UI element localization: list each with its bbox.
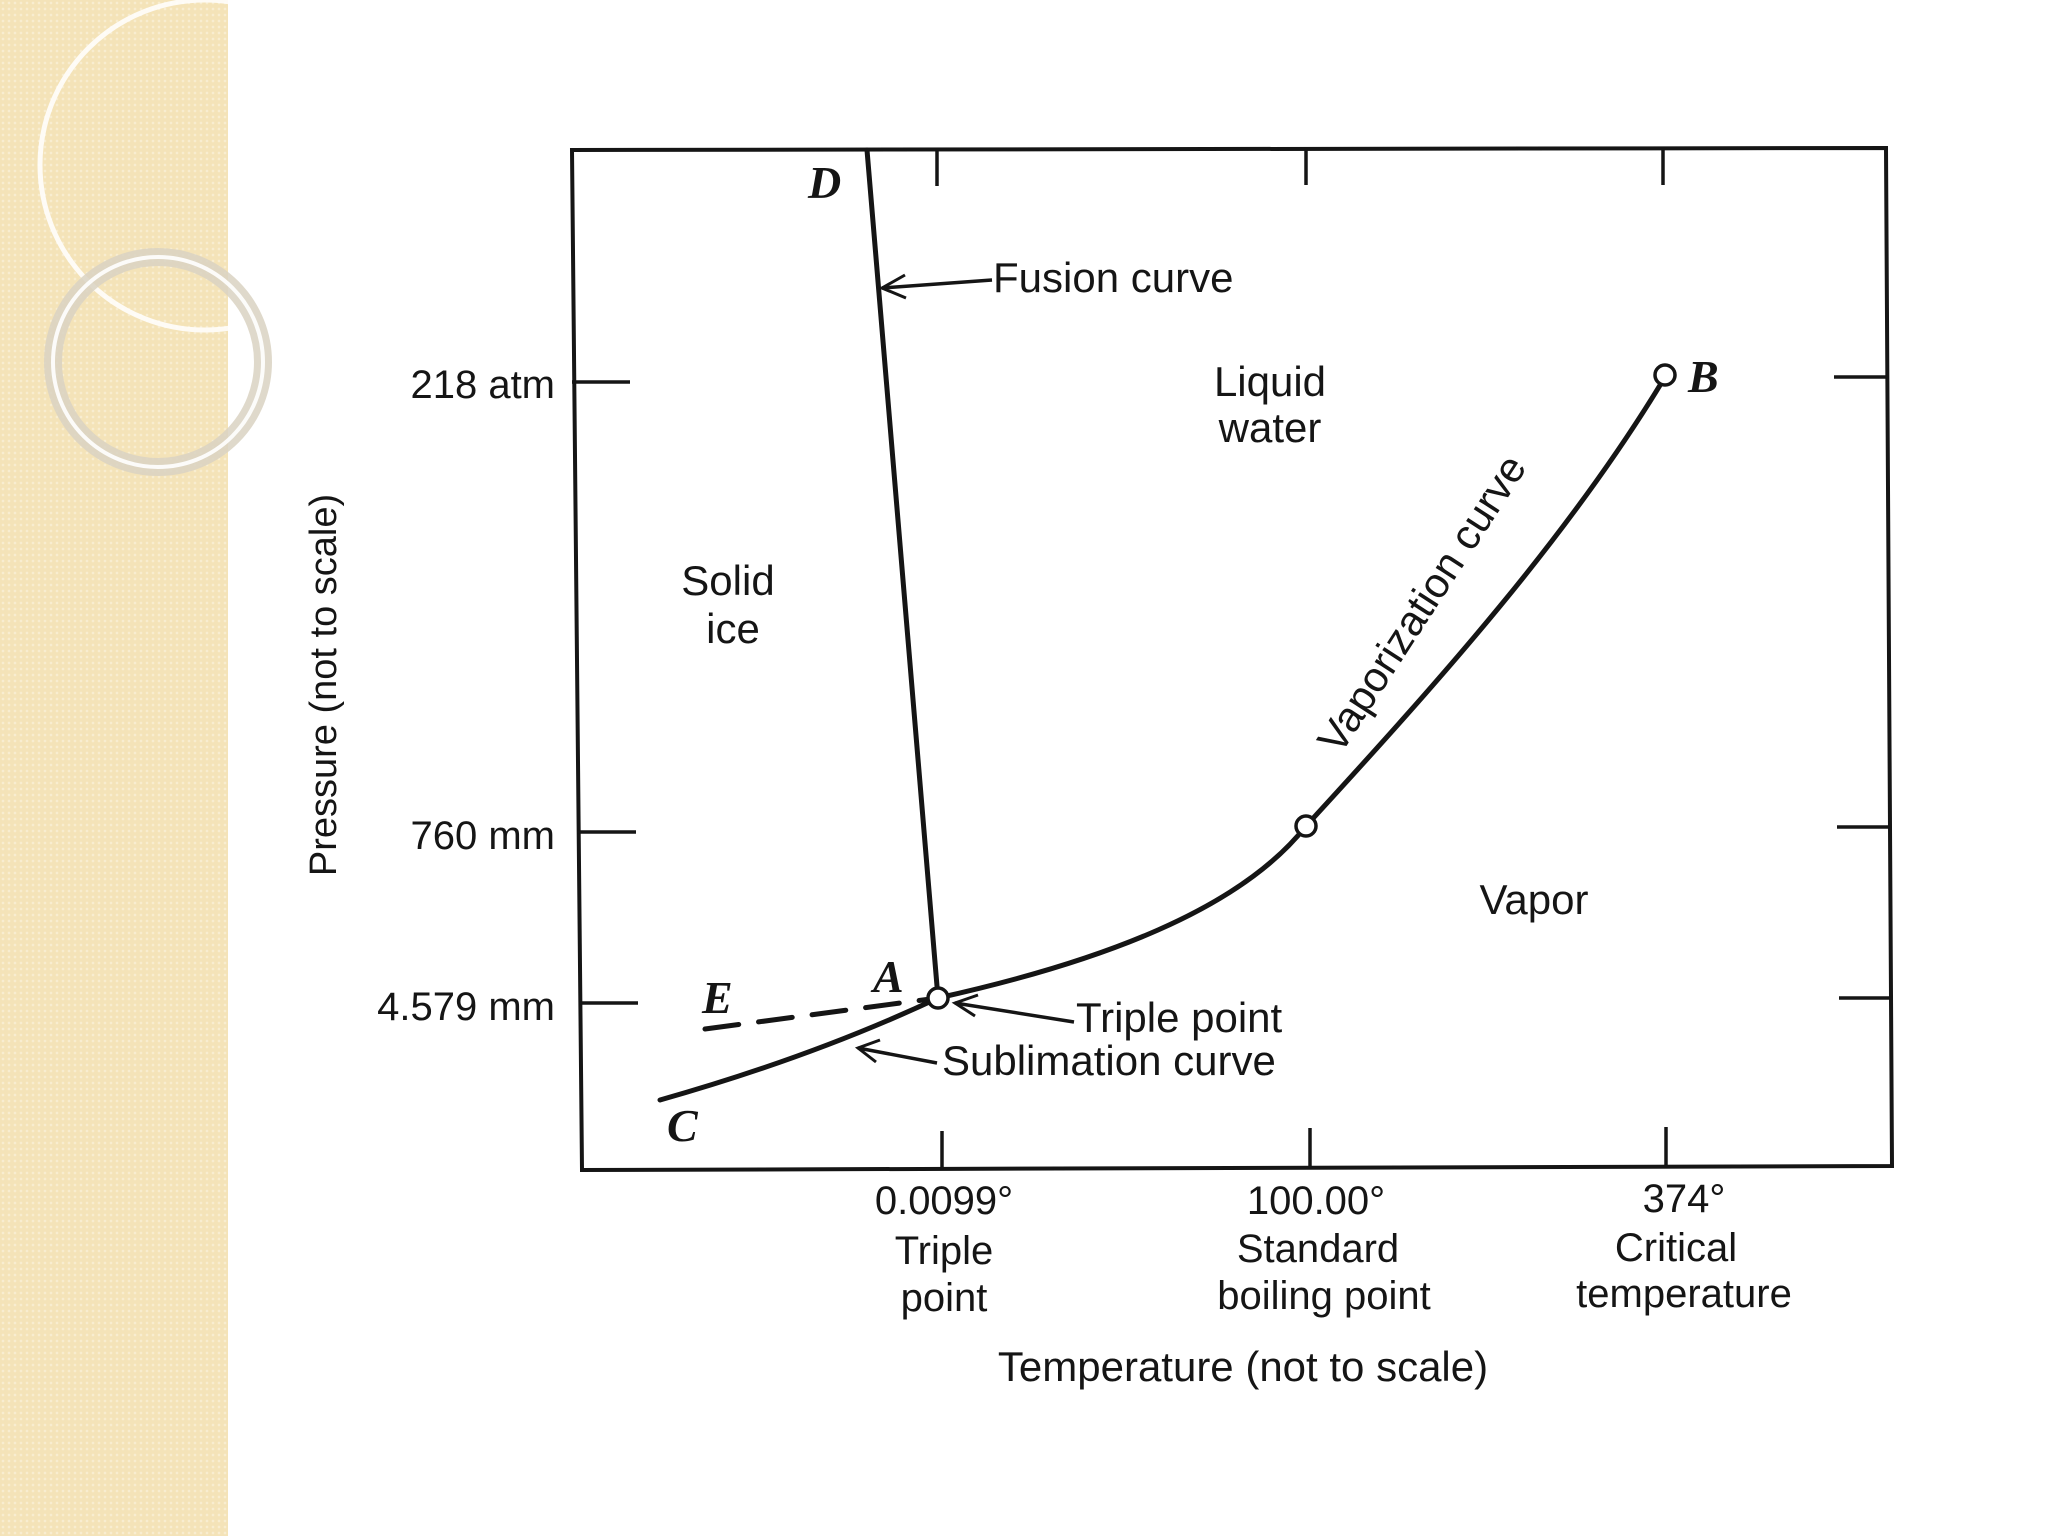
region-liquid-line2: water xyxy=(1218,404,1322,451)
fusion-curve xyxy=(864,147,941,1001)
y-tick-label-4579mm: 4.579 mm xyxy=(377,985,555,1029)
region-solid-line2: ice xyxy=(706,605,760,652)
triple-point-arrow xyxy=(951,993,1075,1024)
region-vapor: Vapor xyxy=(1480,876,1589,923)
x-tick-caption-triple-1: Triple xyxy=(895,1229,994,1273)
x-tick-value-triple: 0.0099° xyxy=(875,1179,1013,1223)
decorative-rings xyxy=(37,0,373,476)
y-tick-label-760mm: 760 mm xyxy=(411,814,556,858)
triple-point-marker xyxy=(926,986,950,1010)
critical-point-marker xyxy=(1653,363,1677,387)
point-letter-b: B xyxy=(1687,351,1719,402)
x-tick-value-critical: 374° xyxy=(1643,1177,1726,1221)
supercooled-liquid-curve xyxy=(702,995,941,1032)
fusion-arrow xyxy=(878,273,993,300)
plot-frame xyxy=(569,145,1895,1173)
region-solid-line1: Solid xyxy=(681,557,774,604)
decorative-ring-large xyxy=(37,0,373,333)
sublimation-arrow xyxy=(854,1038,938,1065)
point-letter-a: A xyxy=(870,951,904,1002)
decorative-ring-small-highlight xyxy=(51,255,265,469)
x-tick-caption-critical-2: temperature xyxy=(1576,1272,1792,1316)
vaporization-curve xyxy=(935,374,1668,1001)
fusion-curve-label: Fusion curve xyxy=(993,254,1233,301)
x-tick-caption-boiling-2: boiling point xyxy=(1217,1274,1431,1318)
point-letter-c: C xyxy=(667,1100,699,1151)
sublimation-curve xyxy=(657,995,941,1103)
point-letter-d: D xyxy=(807,157,841,208)
x-tick-value-boiling: 100.00° xyxy=(1247,1179,1385,1223)
region-liquid-line1: Liquid xyxy=(1214,358,1326,405)
triple-point-label: Triple point xyxy=(1076,994,1283,1041)
x-tick-caption-critical-1: Critical xyxy=(1615,1226,1737,1270)
sublimation-curve-label: Sublimation curve xyxy=(942,1037,1276,1084)
x-tick-caption-triple-2: point xyxy=(901,1276,988,1320)
point-letter-e: E xyxy=(701,972,733,1023)
boiling-point-marker xyxy=(1294,814,1318,838)
x-tick-caption-boiling-1: Standard xyxy=(1237,1227,1399,1271)
y-axis-label: Pressure (not to scale) xyxy=(303,494,345,876)
x-axis-label: Temperature (not to scale) xyxy=(998,1343,1488,1390)
y-tick-label-218atm: 218 atm xyxy=(410,363,555,407)
